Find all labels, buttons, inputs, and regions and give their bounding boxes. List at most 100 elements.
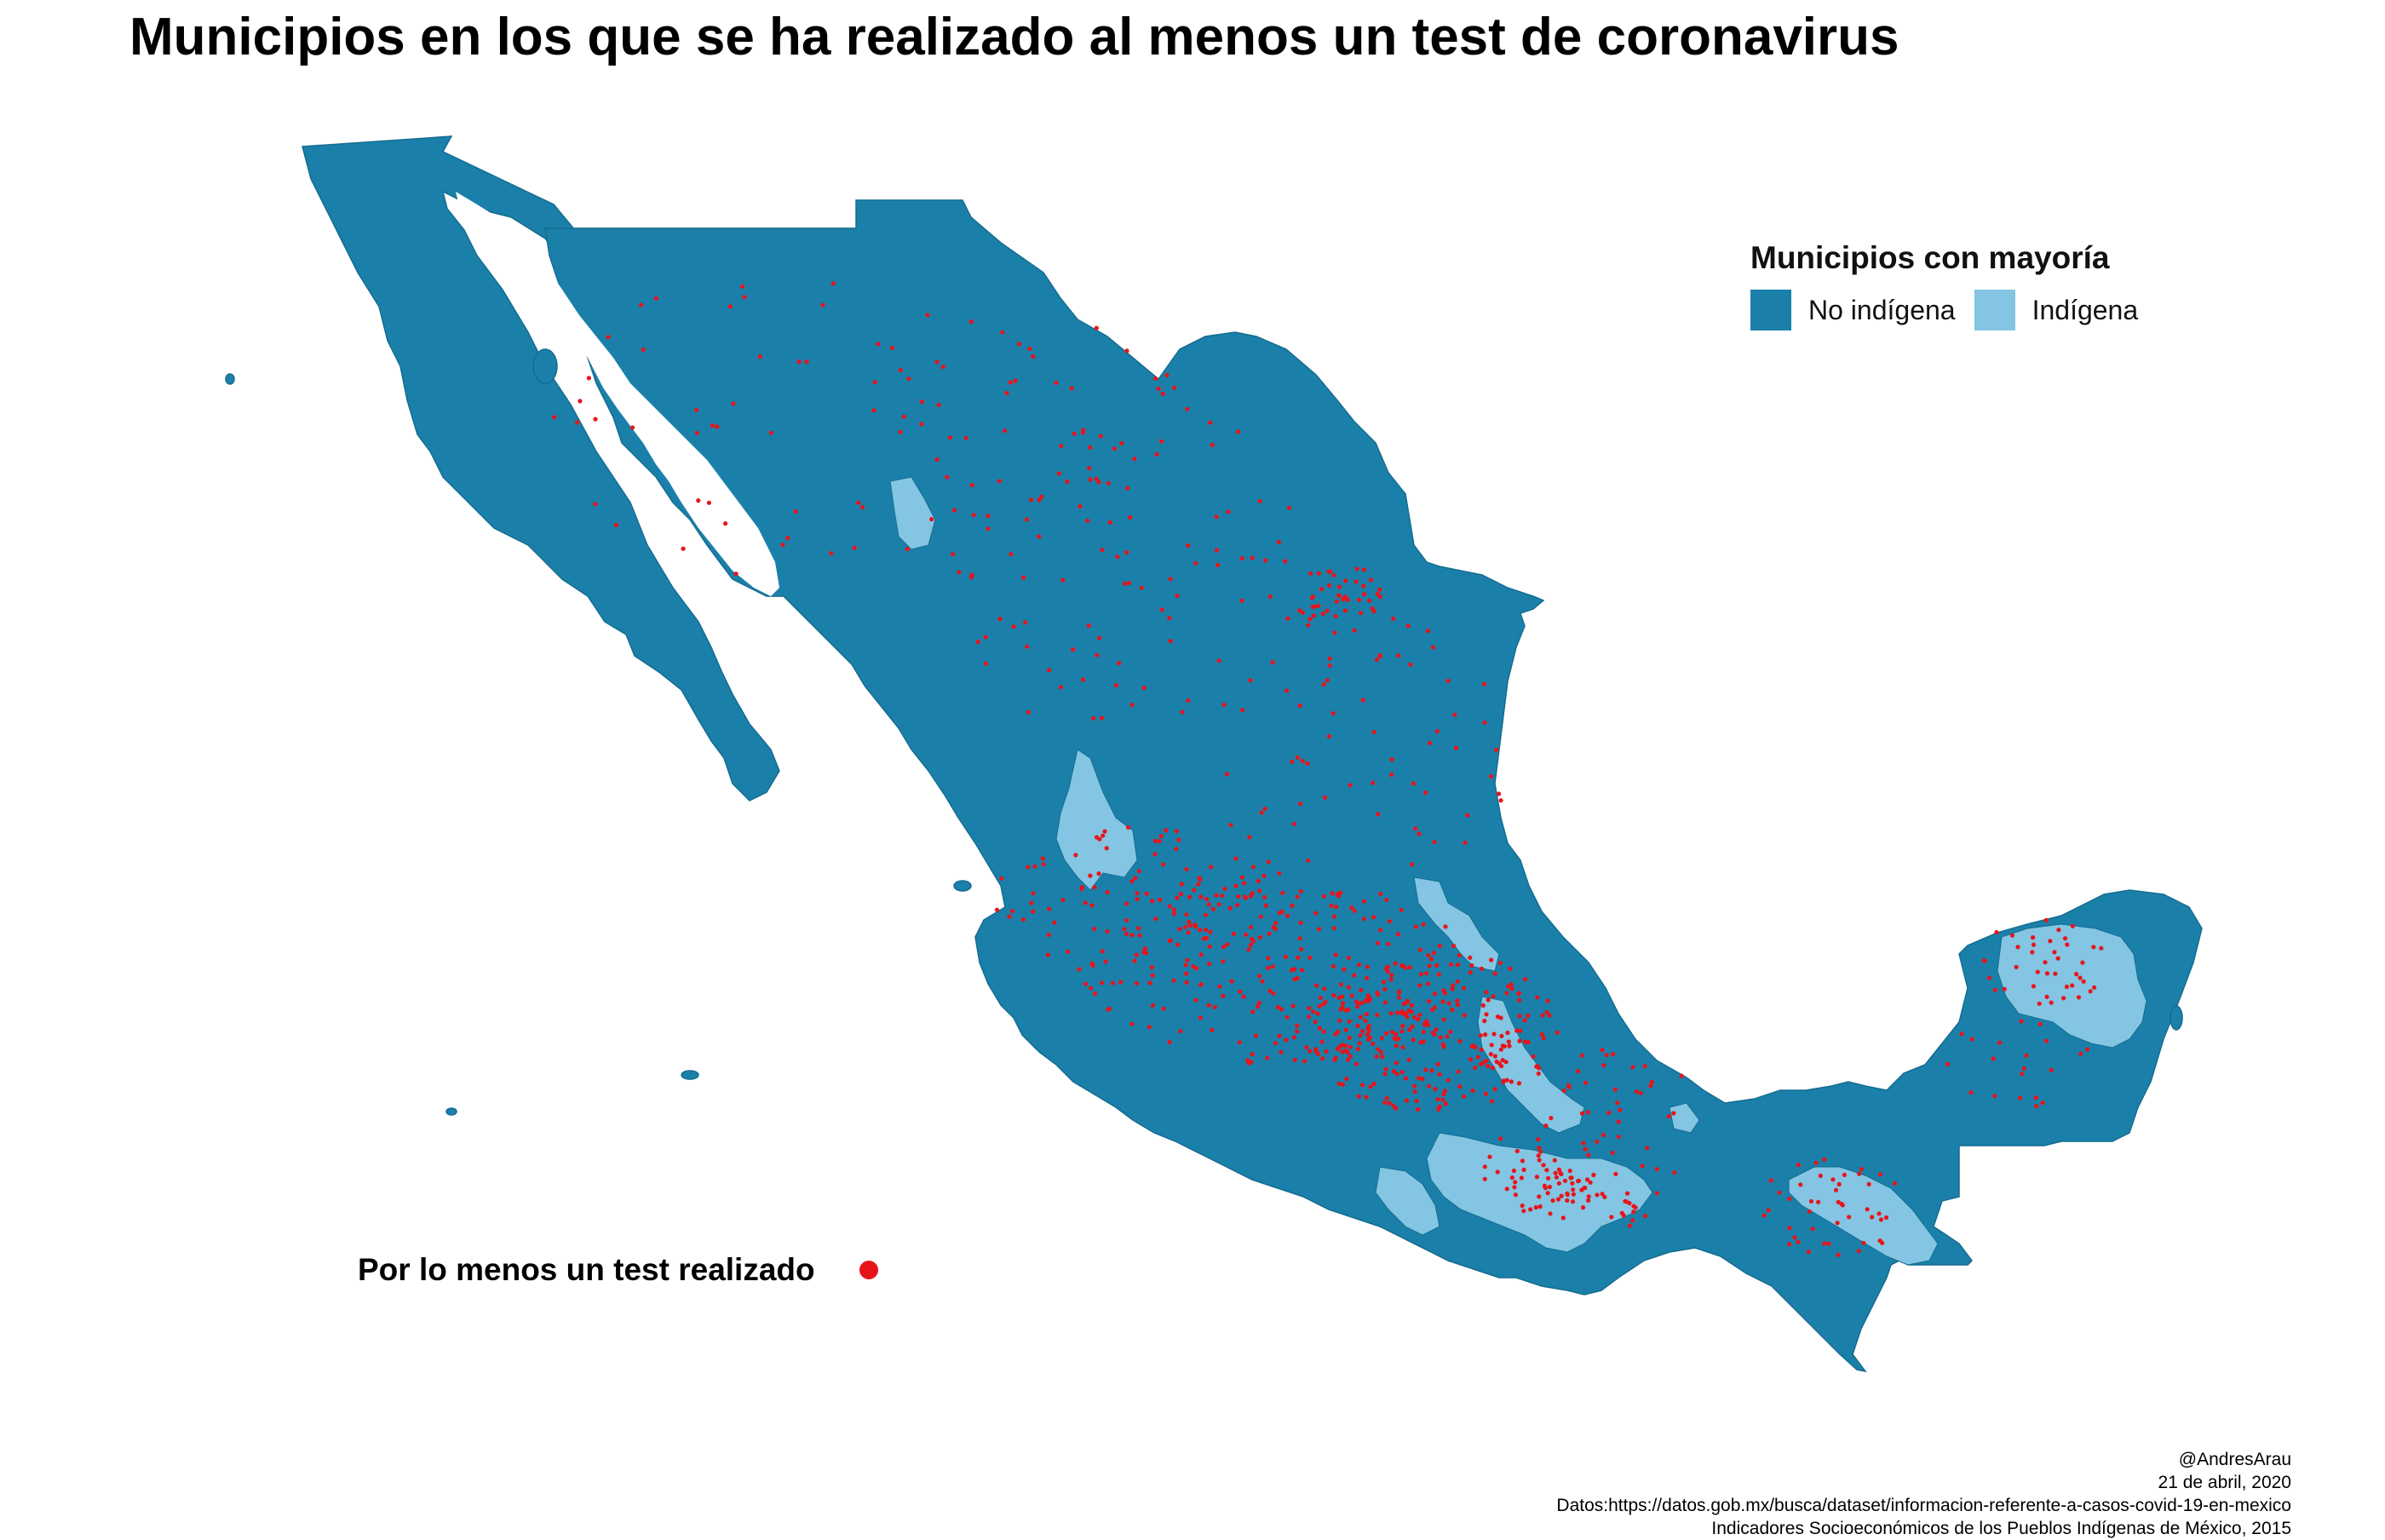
test-point	[1376, 1047, 1381, 1052]
test-point	[1394, 1037, 1399, 1042]
test-point	[1123, 581, 1128, 586]
test-point	[929, 517, 934, 522]
test-point	[1541, 1036, 1546, 1041]
test-points-layer	[552, 281, 2104, 1257]
test-point	[1412, 1083, 1417, 1089]
test-point	[2034, 1104, 2039, 1109]
test-point	[1371, 729, 1376, 735]
test-point	[1266, 965, 1271, 971]
test-point	[1233, 883, 1238, 888]
test-point	[1332, 1057, 1337, 1062]
test-point	[1256, 974, 1262, 979]
test-point	[1404, 1098, 1410, 1103]
test-point	[1354, 1004, 1360, 1009]
indigenous-region-chiapas-altos	[1788, 1166, 1939, 1266]
test-point	[1343, 578, 1348, 583]
test-point	[1601, 1132, 1606, 1138]
test-point	[1153, 376, 1158, 381]
test-point	[1224, 772, 1229, 777]
test-point	[1346, 1057, 1351, 1062]
test-point	[1792, 1235, 1797, 1240]
test-point	[1456, 1069, 1461, 1074]
test-point	[1892, 1181, 1898, 1186]
test-point	[1179, 882, 1184, 887]
test-point	[1448, 962, 1454, 967]
test-point	[1290, 903, 1295, 908]
test-point	[1198, 982, 1204, 987]
test-point	[1457, 1084, 1463, 1089]
test-point	[1124, 917, 1129, 922]
legend-item-no-indigena: No indígena	[1750, 290, 1956, 330]
test-point	[2070, 983, 2075, 988]
test-point	[1411, 781, 1416, 786]
test-point	[552, 415, 557, 420]
test-point	[1543, 1123, 1549, 1129]
test-point	[1497, 791, 1502, 796]
test-point	[1535, 995, 1540, 1000]
test-point	[1403, 1076, 1408, 1081]
caption-date: 21 de abril, 2020	[2158, 1473, 2291, 1492]
test-point	[1364, 1095, 1369, 1100]
test-point	[1408, 662, 1413, 667]
test-point	[1371, 915, 1376, 920]
test-point	[1417, 947, 1423, 952]
test-point	[1429, 1068, 1434, 1073]
test-point	[1457, 1038, 1463, 1043]
test-point	[1249, 924, 1254, 929]
test-point	[1085, 518, 1090, 524]
test-point	[1334, 905, 1339, 910]
test-point	[1196, 882, 1201, 887]
test-point	[2056, 928, 2061, 933]
test-point	[1306, 858, 1311, 863]
test-point	[1401, 1002, 1406, 1007]
test-point	[1222, 886, 1227, 892]
test-point	[1337, 1018, 1342, 1023]
test-point	[1411, 1037, 1416, 1043]
test-point	[1569, 1175, 1574, 1181]
test-point	[1808, 1198, 1814, 1204]
test-point	[1416, 1076, 1421, 1081]
gulf-of-california	[456, 192, 779, 596]
test-point	[1052, 920, 1057, 925]
test-point	[1407, 965, 1412, 970]
test-point	[1210, 906, 1215, 911]
test-point	[1389, 772, 1394, 778]
test-point	[1367, 598, 1372, 603]
test-point	[1164, 372, 1170, 378]
test-point	[614, 522, 619, 528]
test-point	[1320, 1056, 1325, 1061]
test-point	[1379, 1036, 1384, 1041]
indigenous-regions	[889, 476, 2147, 1266]
test-point	[1271, 991, 1276, 996]
test-point	[1434, 962, 1440, 968]
test-point	[1633, 1205, 1638, 1210]
test-point	[1135, 891, 1140, 896]
test-point	[1399, 1008, 1405, 1014]
test-point	[1193, 560, 1198, 566]
test-point	[1262, 807, 1267, 812]
test-point	[1250, 555, 1255, 560]
test-point	[1384, 897, 1389, 902]
test-point	[1405, 623, 1411, 629]
test-point	[653, 296, 659, 301]
test-point	[1345, 1049, 1350, 1054]
test-point	[2044, 994, 2049, 999]
test-point	[1588, 1180, 1593, 1185]
test-point	[1201, 936, 1206, 941]
test-point	[1092, 991, 1098, 997]
test-point	[696, 498, 701, 503]
test-point	[1391, 616, 1396, 621]
test-point	[1470, 1088, 1475, 1094]
test-point	[2048, 939, 2053, 944]
test-point	[1257, 498, 1262, 503]
test-point	[1150, 1003, 1155, 1008]
test-point	[2043, 917, 2049, 922]
test-point	[1184, 971, 1189, 976]
test-point	[1484, 1058, 1489, 1063]
test-point	[1556, 1167, 1562, 1172]
test-point	[1186, 543, 1191, 549]
test-point	[1365, 975, 1370, 980]
test-point	[1523, 977, 1528, 982]
test-point	[1395, 932, 1401, 937]
test-point	[1818, 1173, 1823, 1178]
